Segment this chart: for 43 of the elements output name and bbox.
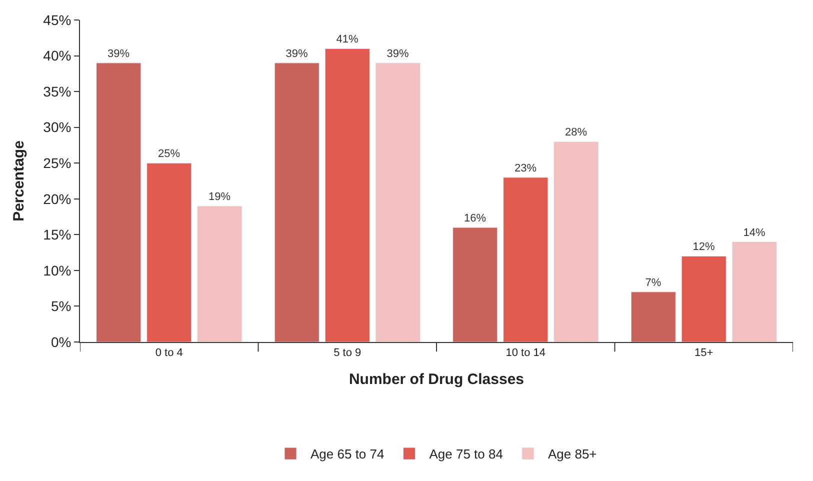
- bar: [732, 242, 777, 342]
- data-label: 39%: [386, 48, 409, 60]
- bar: [146, 162, 192, 342]
- data-label: 25%: [158, 148, 180, 160]
- bar: [452, 227, 498, 342]
- data-label: 16%: [464, 212, 486, 225]
- x-tick-label: 5 to 9: [334, 347, 362, 360]
- x-tick-label: 10 to 14: [506, 347, 546, 360]
- bar: [554, 141, 599, 342]
- bar: [630, 292, 676, 342]
- bar: [681, 256, 726, 342]
- legend-label: Age 85+: [548, 446, 597, 462]
- data-label: 39%: [286, 48, 308, 60]
- data-label: 23%: [514, 162, 537, 174]
- y-tick-label: 15%: [43, 226, 72, 243]
- y-axis-title: Percentage: [10, 140, 28, 222]
- legend-label: Age 65 to 74: [310, 446, 384, 462]
- y-tick-label: 10%: [43, 262, 72, 278]
- y-tick-label: 0%: [50, 334, 72, 350]
- bar: [375, 62, 420, 342]
- bar: [197, 206, 242, 342]
- data-label: 41%: [336, 34, 358, 46]
- legend-label: Age 75 to 84: [429, 446, 503, 462]
- y-tick-label: 30%: [43, 119, 72, 136]
- x-axis-title: Number of Drug Classes: [348, 371, 524, 388]
- y-tick-label: 45%: [43, 12, 72, 28]
- x-tick-label: 15+: [694, 347, 714, 360]
- y-tick-label: 35%: [43, 83, 72, 100]
- bar: [96, 62, 142, 342]
- data-label: 39%: [108, 48, 130, 60]
- data-label: 7%: [645, 276, 662, 289]
- data-label: 12%: [692, 241, 715, 254]
- x-tick-label: 0 to 4: [155, 347, 183, 360]
- y-tick-label: 5%: [50, 298, 72, 314]
- data-label: 19%: [208, 191, 231, 204]
- bar: [324, 48, 370, 342]
- y-tick-label: 20%: [43, 190, 72, 207]
- bar: [503, 177, 548, 342]
- y-tick-label: 25%: [43, 155, 72, 172]
- y-tick-label: 40%: [43, 48, 72, 64]
- data-label: 14%: [743, 226, 766, 239]
- data-label: 28%: [565, 126, 588, 139]
- bar: [274, 62, 320, 342]
